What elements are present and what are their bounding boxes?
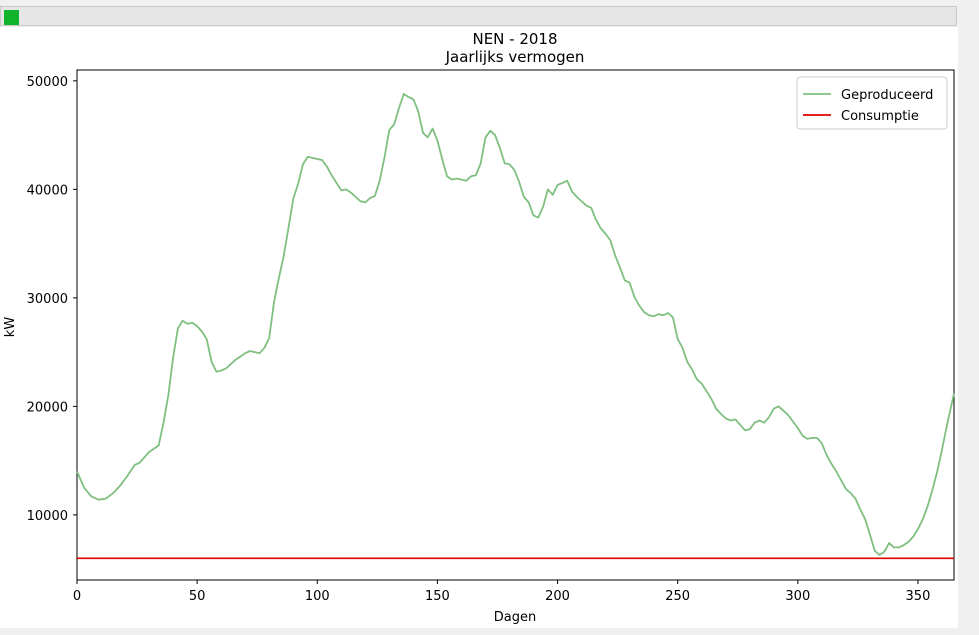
plot-frame [76,69,955,581]
x-tick-label: 150 [425,589,450,604]
legend-box [796,76,948,130]
series-line-geproduceerd [76,93,955,556]
power-chart: NEN - 2018 Jaarlijks vermogen 0 50 100 150 2… [3,30,955,625]
figure: NEN - 2018 Jaarlijks vermogen 0 50 100 150 2… [0,27,958,628]
x-tick-label: 300 [785,589,810,604]
x-tick-label: 350 [906,589,931,604]
y-tick-label: 30000 [27,292,68,307]
green-square-icon [4,10,19,25]
chart-title: NEN - 2018 [472,30,557,48]
y-axis-label: kW [3,317,18,338]
legend-label-consumptie: Consumptie [841,109,919,124]
y-tick-label: 20000 [27,400,68,415]
x-tick-label: 50 [189,589,206,604]
y-tick-label: 50000 [27,75,68,90]
legend: Geproduceerd Consumptie [796,76,948,130]
x-tick-label: 200 [545,589,570,604]
x-tick-label: 0 [73,589,81,604]
x-tick-label: 100 [305,589,330,604]
x-tick-label: 250 [665,589,690,604]
x-axis-label: Dagen [494,610,536,625]
y-tick-label: 40000 [27,183,68,198]
chart-subtitle: Jaarlijks vermogen [445,48,585,66]
y-tick-label: 10000 [27,509,68,524]
window-toolbar [0,6,957,26]
legend-label-geproduceerd: Geproduceerd [841,88,933,103]
